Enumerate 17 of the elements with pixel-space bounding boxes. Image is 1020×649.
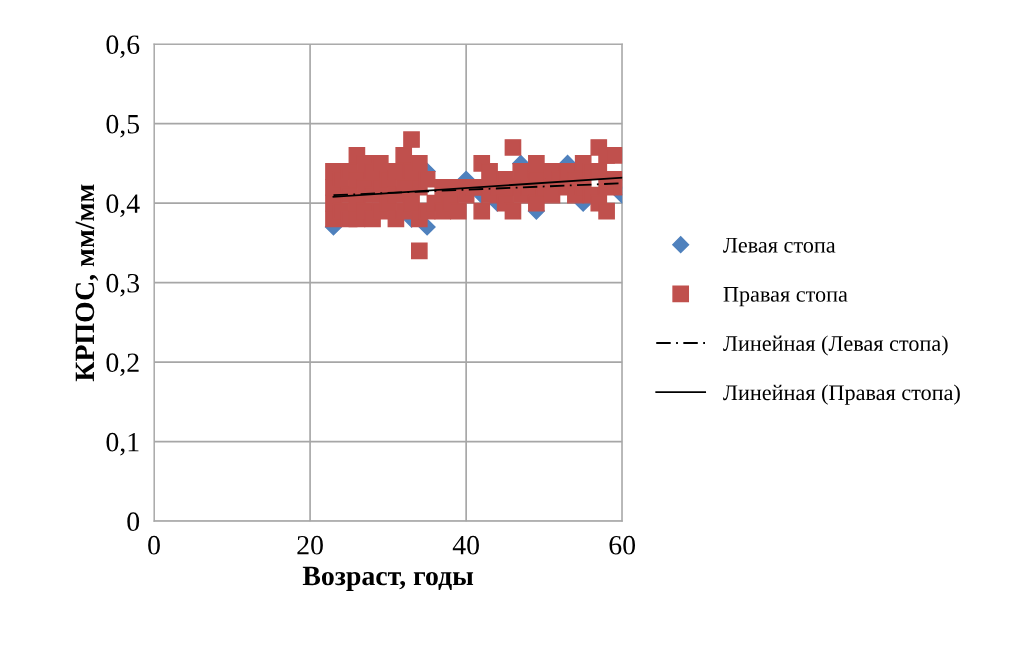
y-tick-label: 0,1	[106, 432, 139, 456]
legend-label: Правая стопа	[723, 287, 848, 307]
y-tick-label: 0,4	[106, 194, 140, 218]
x-tick-label: 40	[452, 535, 479, 555]
legend-label: Линейная (Правая стопа)	[723, 384, 960, 405]
y-axis-title: КРПОС, мм/мм	[75, 184, 99, 382]
legend-label: Линейная (Левая стопа)	[723, 335, 948, 356]
y-tick-label: 0,2	[106, 353, 139, 377]
y-tick-label: 0,6	[106, 35, 140, 59]
y-tick-label: 0,3	[106, 273, 140, 297]
legend-label: Левая стопа	[723, 237, 836, 253]
x-axis-title: Возраст, годы	[302, 566, 474, 591]
x-tick-label: 0	[148, 535, 160, 555]
x-tick-label: 60	[609, 535, 636, 555]
y-tick-label: 0,5	[106, 114, 140, 138]
y-tick-label: 0	[127, 512, 140, 532]
x-tick-label: 20	[297, 535, 323, 555]
